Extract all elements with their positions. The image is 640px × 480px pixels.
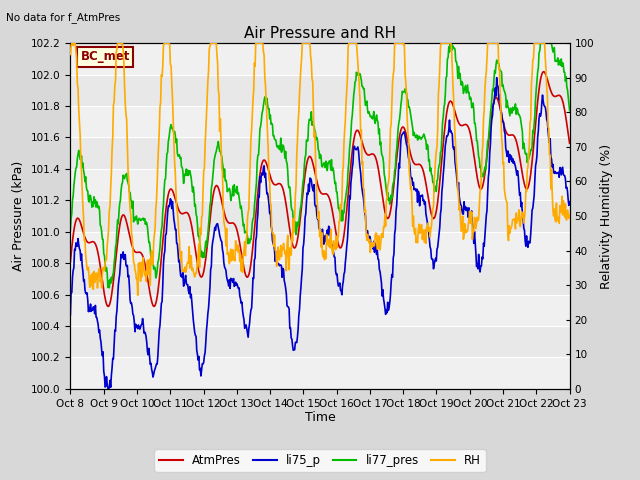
- Y-axis label: Air Pressure (kPa): Air Pressure (kPa): [12, 161, 26, 271]
- Bar: [70, 263, 570, 295]
- Bar: [70, 232, 570, 263]
- Bar: [70, 326, 570, 358]
- Bar: [70, 358, 570, 389]
- X-axis label: Time: Time: [305, 411, 335, 424]
- Bar: [70, 137, 570, 169]
- Bar: [70, 295, 570, 326]
- Bar: [70, 43, 570, 74]
- Title: Air Pressure and RH: Air Pressure and RH: [244, 25, 396, 41]
- Bar: [70, 106, 570, 137]
- Text: No data for f_AtmPres: No data for f_AtmPres: [6, 12, 121, 23]
- Bar: [70, 200, 570, 232]
- Text: BC_met: BC_met: [81, 50, 130, 63]
- Bar: [70, 169, 570, 200]
- Bar: [70, 74, 570, 106]
- Legend: AtmPres, li75_p, li77_pres, RH: AtmPres, li75_p, li77_pres, RH: [154, 449, 486, 472]
- Y-axis label: Relativity Humidity (%): Relativity Humidity (%): [600, 144, 612, 288]
